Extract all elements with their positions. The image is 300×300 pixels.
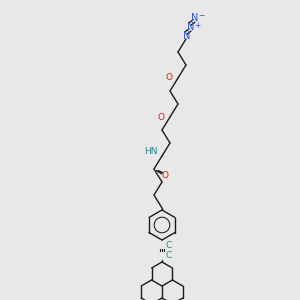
Text: HN: HN [145,146,158,155]
Text: O: O [162,171,169,180]
Text: +: + [194,20,200,29]
Text: N: N [187,22,194,32]
Text: N: N [191,13,198,23]
Text: C: C [166,241,172,250]
Text: C: C [166,250,172,260]
Text: O: O [166,74,173,82]
Text: O: O [158,112,165,122]
Text: −: − [198,11,204,20]
Text: N: N [183,31,190,41]
